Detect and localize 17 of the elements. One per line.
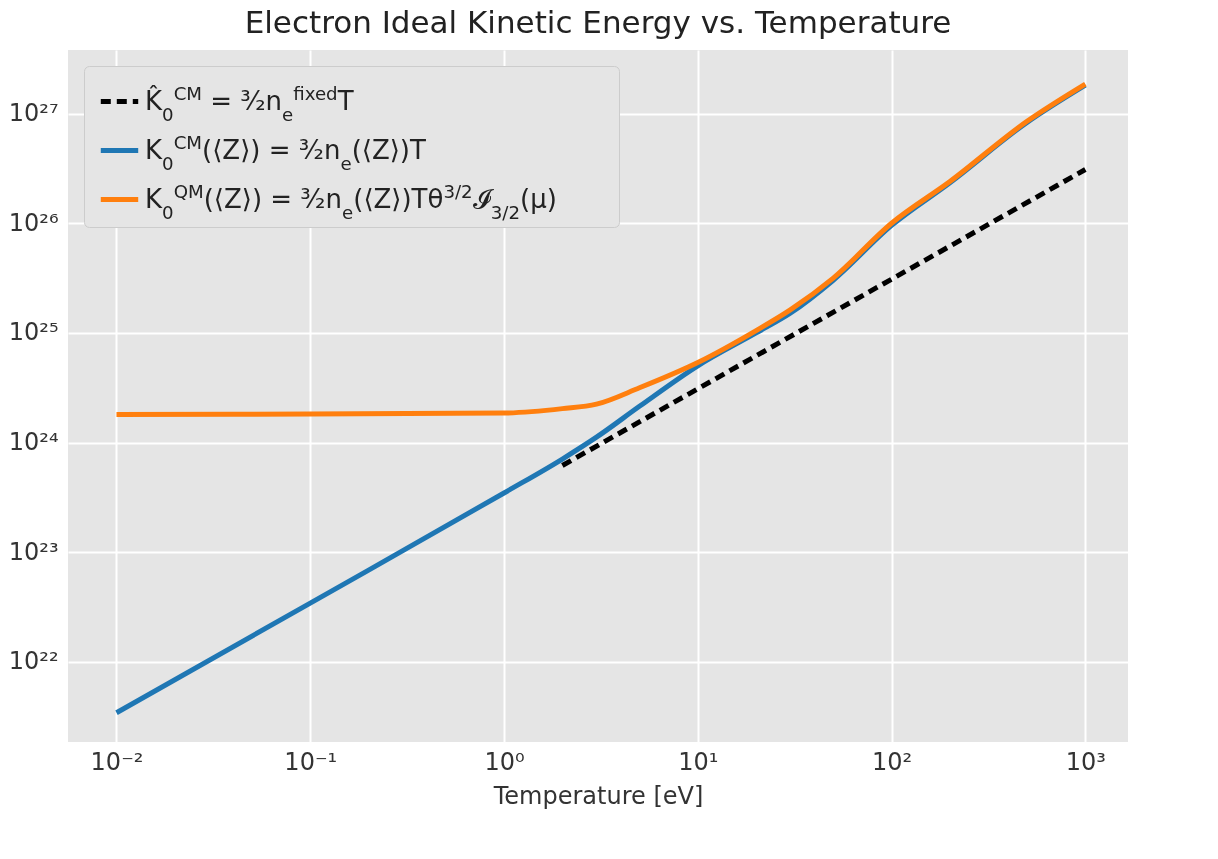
chart-title: Electron Ideal Kinetic Energy vs. Temperature	[244, 4, 952, 40]
y-tick-label: 10²⁷	[8, 99, 59, 128]
text: K$_{0}$$^{QM}$(⟨Z⟩) = ³⁄₂n$_{e}$(⟨Z⟩)Tθ$^{3/2}$𝓘$_{3/2}$(μ)	[145, 180, 557, 222]
x-tick-label: 10¹	[678, 747, 719, 776]
x-axis-title: Temperature [eV]	[492, 781, 704, 810]
x-tick-label: 10⁻²	[90, 747, 144, 776]
x-tick-label: 10³	[1065, 747, 1106, 776]
legend-label: K$_{0}$$^{CM}$(⟨Z⟩) = ³⁄₂n$_{e}$(⟨Z⟩)T	[145, 131, 427, 173]
y-tick-label: 10²⁴	[8, 428, 59, 457]
x-tick-label: 10⁻¹	[284, 747, 338, 776]
x-tick-label: 10²	[871, 747, 913, 776]
x-tick-label: 10⁰	[484, 747, 525, 776]
y-tick-label: 10²²	[8, 647, 59, 676]
legend-label: K̂$_{0}$$^{CM}$ = ³⁄₂n$_{e}$$^{fixed}$T	[145, 82, 354, 124]
y-tick-label: 10²⁶	[8, 208, 59, 237]
y-tick-label: 10²³	[8, 537, 59, 566]
y-tick-label: 10²⁵	[8, 318, 59, 347]
